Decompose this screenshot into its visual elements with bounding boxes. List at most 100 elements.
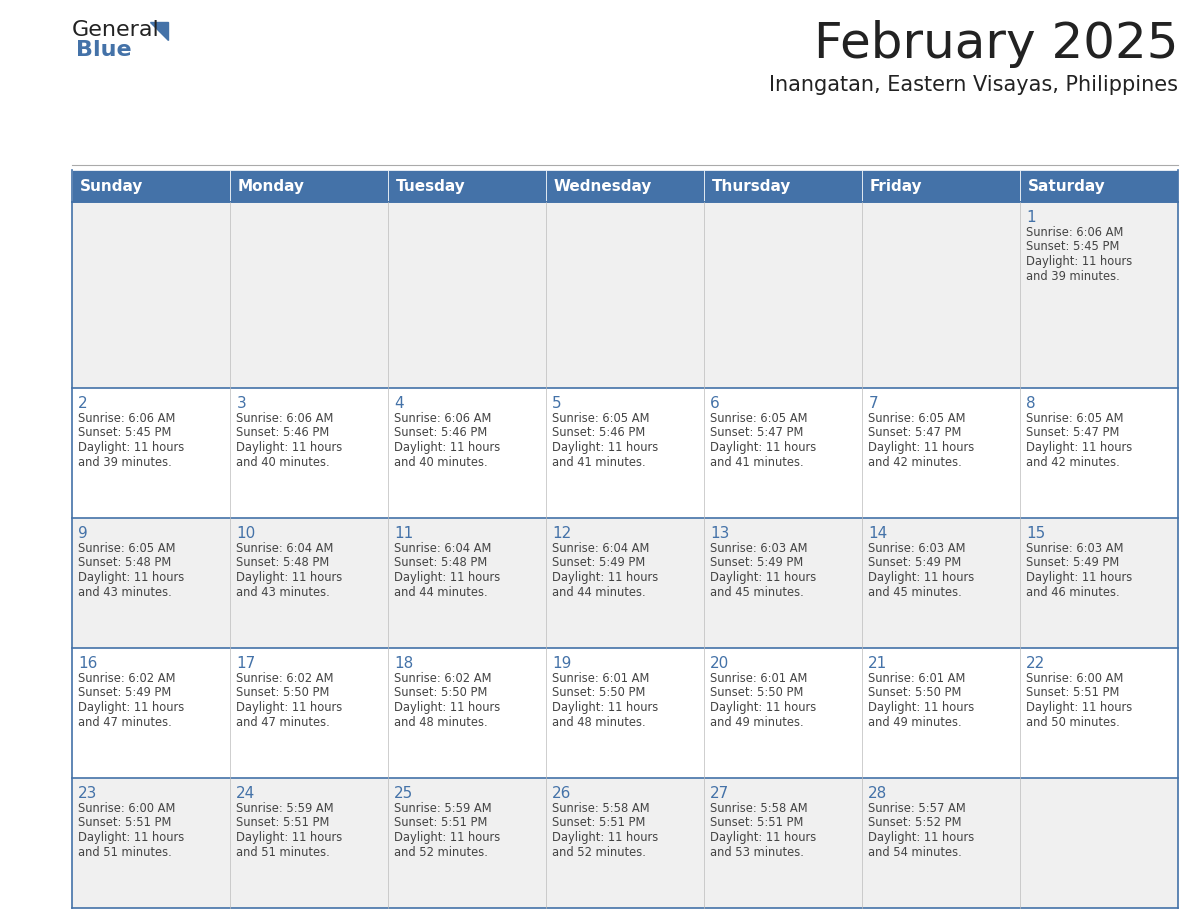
Text: and 40 minutes.: and 40 minutes. [236,455,330,468]
Text: Daylight: 11 hours: Daylight: 11 hours [236,831,342,844]
Bar [72,388,1178,518]
Text: Sunset: 5:51 PM: Sunset: 5:51 PM [394,816,488,830]
Text: Daylight: 11 hours: Daylight: 11 hours [552,701,658,714]
Text: Tuesday: Tuesday [396,178,466,194]
Text: Sunrise: 5:59 AM: Sunrise: 5:59 AM [394,802,492,815]
Text: Daylight: 11 hours: Daylight: 11 hours [710,441,816,454]
Text: 12: 12 [552,526,571,541]
Text: Sunrise: 5:59 AM: Sunrise: 5:59 AM [236,802,334,815]
Text: and 54 minutes.: and 54 minutes. [868,845,962,858]
Text: and 51 minutes.: and 51 minutes. [78,845,172,858]
Text: General: General [72,20,159,40]
Text: Sunset: 5:51 PM: Sunset: 5:51 PM [552,816,646,830]
Text: and 44 minutes.: and 44 minutes. [394,586,488,599]
Text: Sunrise: 6:02 AM: Sunrise: 6:02 AM [236,672,334,685]
Text: Sunrise: 6:05 AM: Sunrise: 6:05 AM [710,412,808,425]
Text: 4: 4 [394,396,404,411]
Polygon shape [150,22,168,40]
Text: Thursday: Thursday [712,178,791,194]
Text: Sunset: 5:48 PM: Sunset: 5:48 PM [394,556,487,569]
Text: 28: 28 [868,786,887,801]
Text: Sunset: 5:51 PM: Sunset: 5:51 PM [1026,687,1120,700]
Text: and 48 minutes.: and 48 minutes. [552,715,646,729]
Text: 7: 7 [868,396,878,411]
Bar [72,518,1178,648]
Text: Daylight: 11 hours: Daylight: 11 hours [78,831,184,844]
Text: and 49 minutes.: and 49 minutes. [868,715,962,729]
Text: Daylight: 11 hours: Daylight: 11 hours [868,441,974,454]
Text: 9: 9 [78,526,88,541]
Text: Sunset: 5:49 PM: Sunset: 5:49 PM [552,556,645,569]
Text: Daylight: 11 hours: Daylight: 11 hours [552,831,658,844]
Text: and 42 minutes.: and 42 minutes. [868,455,962,468]
Text: and 40 minutes.: and 40 minutes. [394,455,488,468]
Text: Sunrise: 6:06 AM: Sunrise: 6:06 AM [394,412,492,425]
Text: Sunrise: 6:05 AM: Sunrise: 6:05 AM [552,412,650,425]
Text: and 52 minutes.: and 52 minutes. [552,845,646,858]
Text: Daylight: 11 hours: Daylight: 11 hours [710,571,816,584]
Text: Daylight: 11 hours: Daylight: 11 hours [394,441,500,454]
Text: 11: 11 [394,526,413,541]
Text: Daylight: 11 hours: Daylight: 11 hours [868,571,974,584]
Text: Daylight: 11 hours: Daylight: 11 hours [394,831,500,844]
Text: and 50 minutes.: and 50 minutes. [1026,715,1120,729]
Text: Inangatan, Eastern Visayas, Philippines: Inangatan, Eastern Visayas, Philippines [769,75,1178,95]
Text: Sunrise: 6:05 AM: Sunrise: 6:05 AM [78,542,176,555]
Text: Daylight: 11 hours: Daylight: 11 hours [236,571,342,584]
Text: Daylight: 11 hours: Daylight: 11 hours [78,441,184,454]
Text: 14: 14 [868,526,887,541]
Text: Sunset: 5:47 PM: Sunset: 5:47 PM [1026,427,1120,440]
Bar [72,170,230,202]
Text: Sunrise: 6:03 AM: Sunrise: 6:03 AM [710,542,808,555]
Text: February 2025: February 2025 [814,20,1178,68]
Text: and 39 minutes.: and 39 minutes. [1026,270,1120,283]
Text: 24: 24 [236,786,255,801]
Text: 19: 19 [552,656,571,671]
Text: Sunrise: 6:03 AM: Sunrise: 6:03 AM [868,542,966,555]
Text: Sunset: 5:49 PM: Sunset: 5:49 PM [78,687,171,700]
Text: 27: 27 [710,786,729,801]
Text: Sunrise: 6:06 AM: Sunrise: 6:06 AM [236,412,334,425]
Text: Sunset: 5:48 PM: Sunset: 5:48 PM [78,556,171,569]
Text: Daylight: 11 hours: Daylight: 11 hours [710,831,816,844]
Text: Monday: Monday [238,178,305,194]
Text: Saturday: Saturday [1028,178,1106,194]
Text: Sunset: 5:50 PM: Sunset: 5:50 PM [552,687,646,700]
Text: and 45 minutes.: and 45 minutes. [710,586,804,599]
Text: 26: 26 [552,786,571,801]
Text: Sunrise: 6:00 AM: Sunrise: 6:00 AM [1026,672,1124,685]
Text: Daylight: 11 hours: Daylight: 11 hours [552,441,658,454]
Bar [862,170,1020,202]
Text: Sunset: 5:45 PM: Sunset: 5:45 PM [1026,241,1120,253]
Text: 1: 1 [1026,210,1036,225]
Bar [72,648,1178,778]
Text: 16: 16 [78,656,97,671]
Text: 3: 3 [236,396,246,411]
Text: Daylight: 11 hours: Daylight: 11 hours [394,571,500,584]
Text: and 41 minutes.: and 41 minutes. [710,455,804,468]
Text: and 47 minutes.: and 47 minutes. [78,715,172,729]
Text: 23: 23 [78,786,97,801]
Text: Daylight: 11 hours: Daylight: 11 hours [868,831,974,844]
Text: 22: 22 [1026,656,1045,671]
Text: Sunset: 5:47 PM: Sunset: 5:47 PM [868,427,962,440]
Text: and 39 minutes.: and 39 minutes. [78,455,172,468]
Text: and 47 minutes.: and 47 minutes. [236,715,330,729]
Text: Daylight: 11 hours: Daylight: 11 hours [78,571,184,584]
Bar [1020,170,1178,202]
Text: Sunrise: 6:00 AM: Sunrise: 6:00 AM [78,802,176,815]
Text: 6: 6 [710,396,720,411]
Text: and 41 minutes.: and 41 minutes. [552,455,646,468]
Text: Sunrise: 6:03 AM: Sunrise: 6:03 AM [1026,542,1124,555]
Text: Daylight: 11 hours: Daylight: 11 hours [78,701,184,714]
Text: Sunset: 5:51 PM: Sunset: 5:51 PM [236,816,330,830]
Text: and 48 minutes.: and 48 minutes. [394,715,488,729]
Text: Sunrise: 6:06 AM: Sunrise: 6:06 AM [78,412,176,425]
Text: Wednesday: Wednesday [554,178,652,194]
Bar [704,170,862,202]
Text: and 43 minutes.: and 43 minutes. [236,586,330,599]
Text: and 42 minutes.: and 42 minutes. [1026,455,1120,468]
Text: and 45 minutes.: and 45 minutes. [868,586,962,599]
Text: Sunset: 5:50 PM: Sunset: 5:50 PM [394,687,488,700]
Text: Sunset: 5:49 PM: Sunset: 5:49 PM [710,556,803,569]
